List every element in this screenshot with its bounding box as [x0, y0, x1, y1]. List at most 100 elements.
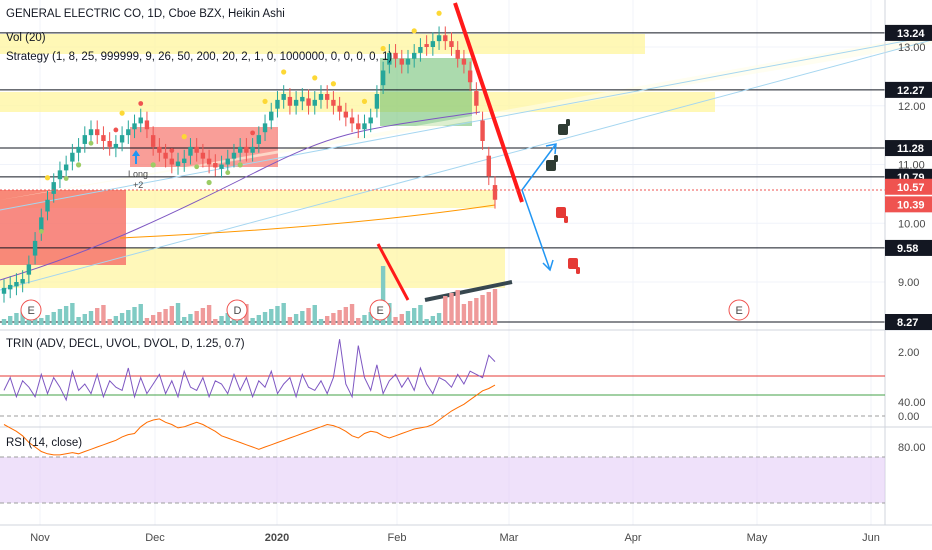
thumbs-down-icon: [568, 258, 580, 274]
candle: [101, 135, 106, 141]
signal-dot: [44, 175, 51, 181]
candle: [163, 152, 168, 159]
event-marker: [728, 299, 750, 321]
signal-dot: [225, 170, 231, 176]
candle: [119, 135, 125, 143]
signal-dot: [411, 28, 417, 34]
zone-red-block: [0, 190, 126, 265]
volume-bar: [188, 314, 193, 325]
volume-bar: [349, 304, 355, 325]
thumbs-up-icon: [546, 155, 558, 171]
volume-bar: [331, 313, 336, 325]
trin-label: TRIN (ADV, DECL, UVOL, DVOL, D, 1.25, 0.…: [6, 338, 245, 350]
candle: [443, 35, 448, 42]
candle: [70, 152, 75, 162]
event-marker: [226, 299, 248, 321]
volume-bar: [57, 309, 63, 325]
volume-bar: [163, 309, 168, 325]
volume-bar: [101, 305, 106, 325]
signal-dot: [361, 98, 368, 104]
level-tag-label: 10.57: [897, 182, 925, 194]
volume-bar: [88, 311, 94, 325]
thumbs-down-icon: [556, 207, 568, 223]
rsi-pane: [0, 384, 885, 504]
candle: [449, 41, 454, 47]
candle: [281, 94, 286, 100]
signal-dot: [281, 69, 287, 75]
signal-dot: [380, 45, 386, 52]
trend-fan-lower: [0, 39, 932, 291]
candle: [393, 52, 398, 59]
price-tick-label: 12.00: [898, 101, 926, 113]
candle: [1, 287, 7, 294]
candle: [225, 158, 230, 165]
volume-bar: [39, 318, 44, 325]
signal-dot: [237, 162, 243, 168]
candle: [368, 117, 373, 124]
candle: [45, 199, 50, 212]
candle: [132, 123, 137, 130]
candle: [349, 117, 355, 124]
volume-bar: [126, 310, 131, 325]
price-candles: [1, 26, 498, 303]
volume-bar: [200, 308, 206, 325]
candle: [324, 94, 330, 100]
candle: [157, 146, 162, 153]
long-arrow-icon: [132, 150, 140, 164]
volume-bar: [76, 317, 81, 325]
candle: [213, 163, 218, 168]
volume-bar: [492, 289, 498, 325]
candle: [306, 98, 311, 106]
volume-bar: [443, 296, 448, 325]
candle: [194, 146, 199, 153]
volume-bar: [8, 316, 13, 325]
candle: [8, 284, 13, 290]
vol-label: Vol (20): [6, 32, 46, 44]
candle: [237, 146, 243, 153]
candle: [312, 99, 317, 106]
signal-dot: [206, 179, 212, 186]
signal-dot: [75, 162, 82, 168]
volume-bar: [436, 313, 442, 325]
volume-bar: [293, 314, 299, 325]
volume-bar: [430, 316, 436, 325]
level-tag-label: 10.39: [897, 199, 925, 211]
volume-bar: [262, 312, 268, 325]
candle: [51, 182, 56, 194]
candle: [231, 152, 237, 159]
volume-bar: [95, 308, 100, 325]
trendlines: [0, 35, 932, 291]
volume-bar: [474, 298, 479, 325]
level-tag: [885, 81, 932, 98]
time-tick-label: Nov: [30, 532, 50, 544]
level-tag-label: 12.27: [897, 85, 925, 97]
dark-vol-trendline: [424, 280, 513, 302]
price-axis: 13.00 12.00 11.00 10.00 9.00: [898, 42, 926, 289]
price-tick-label: 13.00: [898, 42, 926, 54]
volume-bar: [138, 304, 143, 325]
candle: [138, 117, 143, 124]
arrow-down-head: [542, 259, 554, 272]
candle: [269, 111, 274, 121]
level-tag: [885, 178, 932, 195]
candle: [293, 99, 299, 106]
volume-bar: [194, 311, 199, 325]
candle: [418, 47, 423, 53]
event-marker-label: E: [28, 305, 35, 317]
trin-tick-label: 2.00: [898, 347, 919, 359]
candle: [436, 35, 442, 42]
zone-green-block: [380, 58, 472, 126]
candle: [424, 44, 429, 47]
volume-bar: [269, 309, 274, 325]
volume-bar: [480, 295, 485, 325]
volume-bar: [63, 306, 69, 325]
strategy-label: Strategy (1, 8, 25, 999999, 9, 26, 50, 2…: [6, 51, 392, 63]
volume-bar: [119, 313, 125, 325]
volume-bar: [412, 308, 417, 325]
candle: [262, 123, 268, 133]
volume-bar: [380, 266, 386, 325]
level-tag: [885, 140, 932, 157]
level-tag: [885, 196, 932, 213]
signal-dot: [250, 130, 256, 136]
indicator-axes: 2.00 0.00 80.00 40.00: [898, 347, 926, 454]
